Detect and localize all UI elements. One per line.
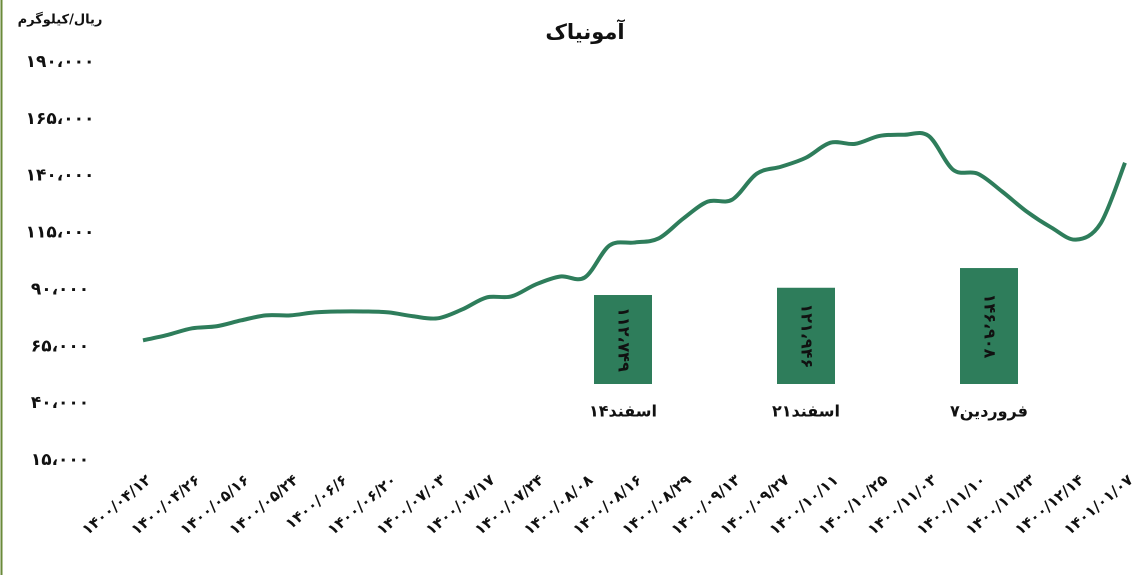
bar-category-label: ۱۴اسفند [589, 402, 657, 421]
y-tick-label: ۱۵،۰۰۰ [31, 450, 89, 470]
bar [960, 268, 1018, 384]
bar-value-label: ۱۲۱،۹۴۶ [798, 304, 817, 369]
y-tick-label: ۱۹۰،۰۰۰ [26, 52, 95, 72]
y-axis-label: ریال/کیلوگرم [18, 12, 103, 28]
chart-title: آمونیاک [545, 19, 625, 44]
bar [777, 287, 835, 384]
bar-category-label: ۷فروردین [950, 402, 1028, 421]
y-tick-label: ۶۵،۰۰۰ [31, 336, 89, 356]
bar-category-label: ۲۱اسفند [772, 402, 840, 421]
y-tick-label: ۹۰،۰۰۰ [31, 279, 89, 299]
y-tick-label: ۱۴۰،۰۰۰ [26, 166, 95, 186]
bar-value-label: ۱۱۲،۷۴۹ [615, 307, 634, 372]
y-tick-label: ۱۱۵،۰۰۰ [26, 223, 95, 243]
series-line [142, 130, 1127, 343]
y-tick-label: ۴۰،۰۰۰ [31, 393, 89, 413]
y-tick-label: ۱۶۵،۰۰۰ [26, 109, 95, 129]
bar-value-label: ۱۴۶،۹۰۸ [981, 294, 1000, 359]
bar [594, 295, 652, 384]
